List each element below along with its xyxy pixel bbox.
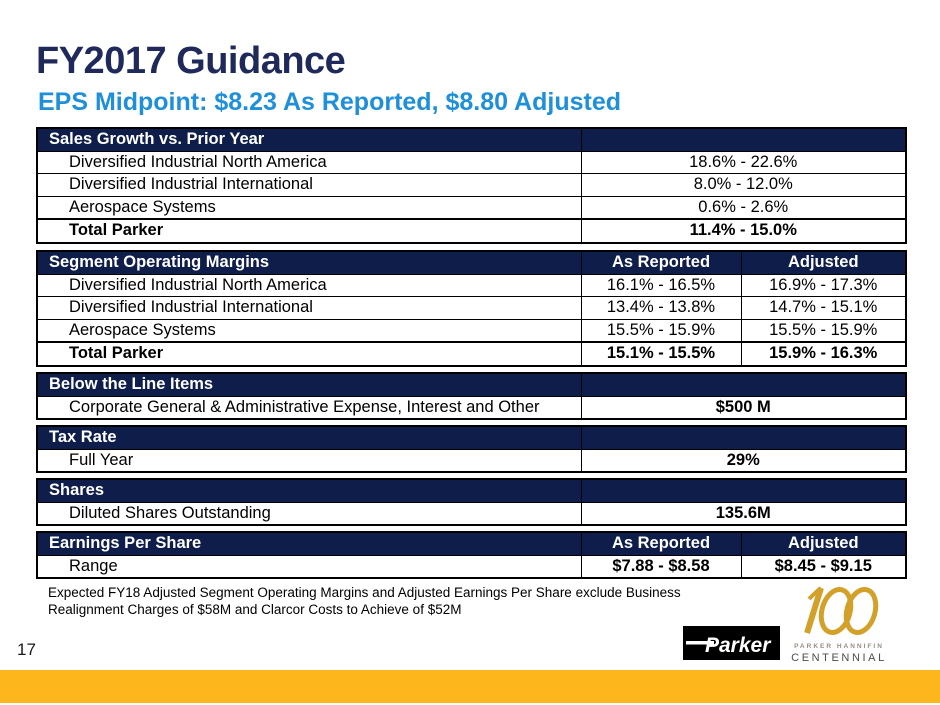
row-value-adjusted: 15.5% - 15.9% [740, 318, 907, 343]
row-value-adjusted: 14.7% - 15.1% [740, 296, 907, 320]
table-title-spacer [580, 372, 907, 397]
row-label: Corporate General & Administrative Expen… [36, 395, 582, 420]
row-value: 29% [580, 448, 907, 473]
table-row: Full Year 29% [36, 448, 907, 473]
row-label: Aerospace Systems [36, 318, 582, 343]
table-header-row: Earnings Per Share As Reported Adjusted [36, 531, 907, 556]
sales-growth-table: Sales Growth vs. Prior Year Diversified … [36, 127, 907, 244]
table-row: Range $7.88 - $8.58 $8.45 - $9.15 [36, 554, 907, 579]
row-value-adjusted: $8.45 - $9.15 [740, 554, 907, 579]
row-value-as-reported: 16.1% - 16.5% [580, 273, 742, 297]
table-title: Segment Operating Margins [36, 250, 582, 275]
parker-logo-text: Parker [705, 634, 772, 657]
table-header-row: Segment Operating Margins As Reported Ad… [36, 250, 907, 275]
row-value-adjusted: 15.9% - 16.3% [740, 341, 907, 366]
tax-rate-table: Tax Rate Full Year 29% [36, 425, 907, 473]
shares-table: Shares Diluted Shares Outstanding 135.6M [36, 478, 907, 526]
row-value-adjusted: 16.9% - 17.3% [740, 273, 907, 297]
table-header-row: Below the Line Items [36, 372, 907, 397]
table-title: Earnings Per Share [36, 531, 582, 556]
table-row: Aerospace Systems 0.6% - 2.6% [36, 195, 907, 220]
column-header-adjusted: Adjusted [740, 250, 907, 275]
table-header-row: Tax Rate [36, 425, 907, 450]
centennial-company-text: PARKER HANNIFIN [794, 643, 884, 650]
parker-logo: Parker [683, 626, 780, 660]
table-title: Sales Growth vs. Prior Year [36, 127, 582, 152]
row-value: 8.0% - 12.0% [580, 173, 907, 197]
table-row: Diluted Shares Outstanding 135.6M [36, 501, 907, 526]
column-header-adjusted: Adjusted [740, 531, 907, 556]
row-label: Diversified Industrial International [36, 173, 582, 197]
table-row-total: Total Parker 11.4% - 15.0% [36, 218, 907, 243]
row-label: Diluted Shares Outstanding [36, 501, 582, 526]
parker-logo-icon: Parker [683, 626, 780, 660]
row-value: 11.4% - 15.0% [580, 218, 907, 243]
row-label: Diversified Industrial North America [36, 273, 582, 297]
column-header-as-reported: As Reported [580, 531, 742, 556]
centennial-text: CENTENNIAL [791, 652, 887, 664]
eps-table: Earnings Per Share As Reported Adjusted … [36, 531, 907, 579]
table-header-row: Sales Growth vs. Prior Year [36, 127, 907, 152]
row-label: Total Parker [36, 218, 582, 243]
centennial-100-icon [804, 586, 879, 635]
row-value: 0.6% - 2.6% [580, 195, 907, 220]
table-row-total: Total Parker 15.1% - 15.5% 15.9% - 16.3% [36, 341, 907, 366]
row-value: 135.6M [580, 501, 907, 526]
table-row: Corporate General & Administrative Expen… [36, 395, 907, 420]
table-row: Diversified Industrial North America 16.… [36, 273, 907, 297]
table-title-spacer [580, 478, 907, 503]
bottom-accent-bar [0, 670, 940, 703]
row-label: Full Year [36, 448, 582, 473]
table-row: Diversified Industrial International 8.0… [36, 173, 907, 197]
row-value-as-reported: 15.5% - 15.9% [580, 318, 742, 343]
row-label: Total Parker [36, 341, 582, 366]
column-header-as-reported: As Reported [580, 250, 742, 275]
table-title-spacer [580, 425, 907, 450]
row-label: Diversified Industrial International [36, 296, 582, 320]
segment-margins-table: Segment Operating Margins As Reported Ad… [36, 250, 907, 367]
table-title: Below the Line Items [36, 372, 582, 397]
row-value-as-reported: 15.1% - 15.5% [580, 341, 742, 366]
page-title: FY2017 Guidance [36, 40, 346, 82]
table-title: Tax Rate [36, 425, 582, 450]
row-label: Range [36, 554, 582, 579]
table-header-row: Shares [36, 478, 907, 503]
row-label: Aerospace Systems [36, 195, 582, 220]
table-row: Diversified Industrial North America 18.… [36, 150, 907, 174]
table-row: Diversified Industrial International 13.… [36, 296, 907, 320]
table-row: Aerospace Systems 15.5% - 15.9% 15.5% - … [36, 318, 907, 343]
centennial-logo: PARKER HANNIFIN CENTENNIAL [786, 583, 892, 667]
page-subtitle: EPS Midpoint: $8.23 As Reported, $8.80 A… [38, 88, 621, 116]
row-label: Diversified Industrial North America [36, 150, 582, 174]
below-the-line-table: Below the Line Items Corporate General &… [36, 372, 907, 420]
table-title-spacer [580, 127, 907, 152]
table-title: Shares [36, 478, 582, 503]
row-value: 18.6% - 22.6% [580, 150, 907, 174]
page-number: 17 [17, 640, 36, 659]
row-value: $500 M [580, 395, 907, 420]
row-value-as-reported: $7.88 - $8.58 [580, 554, 742, 579]
row-value-as-reported: 13.4% - 13.8% [580, 296, 742, 320]
footnote: Expected FY18 Adjusted Segment Operating… [48, 585, 681, 617]
